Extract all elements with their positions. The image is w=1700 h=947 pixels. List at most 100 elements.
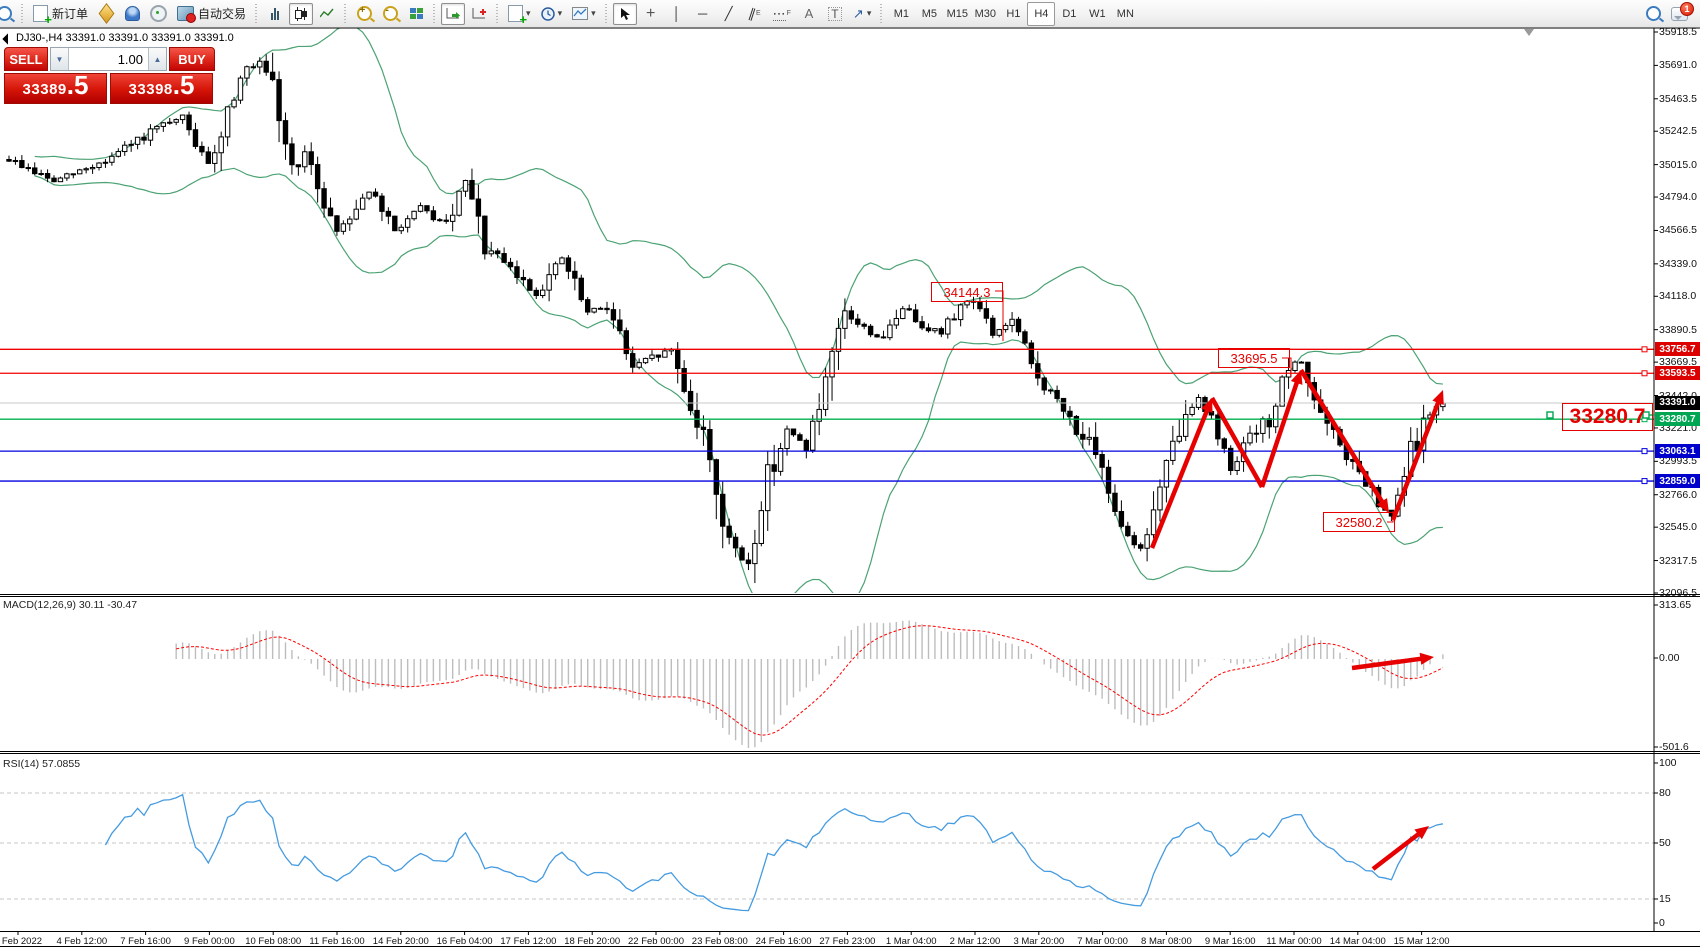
- price-chart-canvas[interactable]: [0, 27, 1700, 947]
- time-tick-label: 2 Mar 12:00: [949, 936, 1001, 947]
- price-tick-label: 32545.0: [1659, 521, 1697, 534]
- arrows-icon: ↗: [852, 6, 864, 21]
- chevron-down-icon: ▾: [866, 8, 872, 18]
- line-chart-icon: [320, 8, 334, 17]
- time-tick-label: 7 Feb 16:00: [120, 936, 171, 947]
- zoom-out-button[interactable]: -: [378, 3, 402, 25]
- horizontal-line-icon: ─: [698, 6, 708, 21]
- price-tick-label: 32317.5: [1659, 554, 1697, 567]
- timeframe-button-H1[interactable]: H1: [1006, 7, 1021, 20]
- fibonacci-tool-button[interactable]: ⋯ F: [772, 5, 791, 21]
- one-click-trading-panel: SELL ▼ 1.00 ▲ BUY 33389 .5 33398 .5: [4, 47, 215, 104]
- timeframe-switcher: M1 M5 M15 M30 H1 H4 D1 W1 MN: [887, 1, 1139, 26]
- new-order-button[interactable]: + 新订单: [29, 3, 92, 26]
- time-tick-label: 7 Mar 00:00: [1077, 936, 1128, 947]
- profile-button[interactable]: [120, 3, 144, 25]
- timeframe-button-M1[interactable]: M1: [893, 7, 909, 20]
- time-tick-label: 4 Feb 2022: [0, 936, 43, 947]
- candlestick-chart-icon: [295, 6, 308, 21]
- buy-button[interactable]: BUY: [169, 47, 215, 71]
- buy-price-frac: .5: [172, 70, 195, 100]
- text-tool-button[interactable]: A: [797, 3, 821, 25]
- buy-price[interactable]: 33398 .5: [110, 70, 213, 104]
- templates-button[interactable]: ▾: [568, 3, 600, 25]
- volume-increase-button[interactable]: ▲: [148, 48, 166, 70]
- new-order-label: 新订单: [52, 7, 89, 21]
- time-tick-label: 10 Feb 08:00: [245, 936, 302, 947]
- crosshair-tool-button[interactable]: +: [639, 3, 663, 25]
- auto-trading-button[interactable]: 自动交易: [173, 3, 250, 25]
- time-tick-label: 11 Mar 00:00: [1266, 936, 1322, 947]
- notifications-button[interactable]: 1: [1667, 1, 1694, 25]
- label-tool-button[interactable]: T: [823, 3, 847, 25]
- arrows-tool-button[interactable]: ↗ ▾: [849, 3, 875, 25]
- volume-decrease-button[interactable]: ▼: [51, 48, 69, 70]
- hline-price-badge: 33756.7: [1655, 342, 1700, 357]
- zoom-in-button[interactable]: +: [352, 3, 376, 25]
- timeframe-button-M5[interactable]: M5: [921, 7, 937, 20]
- trendline-tool-button[interactable]: ╱: [717, 3, 741, 25]
- timeframe-button-D1[interactable]: D1: [1062, 7, 1077, 20]
- toolbar-grip: [878, 3, 886, 24]
- bar-chart-button[interactable]: [263, 3, 287, 25]
- time-tick-label: 16 Feb 04:00: [436, 936, 493, 947]
- auto-scroll-button[interactable]: [441, 2, 466, 25]
- auto-trading-label: 自动交易: [198, 7, 247, 21]
- cursor-tool-button[interactable]: [612, 2, 637, 25]
- sell-price[interactable]: 33389 .5: [4, 72, 107, 104]
- price-tick-label: 35463.5: [1659, 92, 1697, 105]
- sell-button[interactable]: SELL: [4, 47, 48, 71]
- tile-windows-icon: [409, 8, 423, 19]
- channel-tool-button[interactable]: ∥ E: [746, 5, 761, 22]
- zoom-out-icon: -: [382, 5, 398, 21]
- vertical-line-tool-button[interactable]: │: [665, 3, 689, 25]
- chart-shift-marker-icon[interactable]: [1524, 29, 1534, 36]
- signals-button[interactable]: [146, 3, 171, 25]
- price-tick-label: 35691.0: [1659, 59, 1697, 72]
- timeframe-button-W1[interactable]: W1: [1089, 7, 1106, 20]
- time-tick-label: 11 Feb 16:00: [309, 936, 365, 947]
- horizontal-line-tool-button[interactable]: ─: [691, 3, 715, 25]
- toolbar-grip: [602, 3, 610, 24]
- sell-price-int: 33389: [22, 81, 67, 98]
- timeframe-button-H4[interactable]: H4: [1027, 1, 1056, 26]
- indicators-button[interactable]: + ▾: [504, 3, 535, 26]
- time-tick-label: 17 Feb 12:00: [500, 936, 557, 947]
- profile-icon: [124, 6, 140, 21]
- text-icon: A: [804, 6, 814, 21]
- chart-title: DJ30-,H4 33391.0 33391.0 33391.0 33391.0: [16, 32, 234, 44]
- toolbar-grip: [253, 3, 261, 24]
- periods-clock-icon: [540, 6, 555, 21]
- wallet-button[interactable]: [94, 3, 118, 25]
- time-tick-label: 23 Feb 08:00: [691, 936, 748, 947]
- timeframe-button-M15[interactable]: M15: [946, 7, 969, 20]
- candlestick-chart-button[interactable]: [289, 2, 314, 25]
- time-tick-label: 3 Mar 20:00: [1013, 936, 1065, 947]
- chevron-down-icon: ▾: [557, 8, 563, 18]
- time-tick-label: 14 Mar 04:00: [1329, 936, 1386, 947]
- volume-input[interactable]: 1.00: [117, 51, 143, 67]
- price-tick-label: 32766.0: [1659, 488, 1697, 501]
- chart-shift-button[interactable]: [467, 3, 491, 25]
- key-level-big-label[interactable]: 33280.7: [1562, 403, 1653, 431]
- timeframe-button-MN[interactable]: MN: [1116, 7, 1134, 20]
- auto-trading-icon: [177, 6, 197, 23]
- rsi-tick-label: 15: [1659, 893, 1671, 905]
- chart-shift-icon: [472, 7, 487, 18]
- time-tick-label: 24 Feb 16:00: [755, 936, 812, 947]
- fibonacci-icon: ⋯: [772, 5, 786, 21]
- timeframe-button-M30[interactable]: M30: [974, 7, 997, 20]
- price-tick-label: 34566.5: [1659, 224, 1697, 237]
- periods-button[interactable]: ▾: [537, 3, 567, 25]
- tile-windows-button[interactable]: [404, 3, 428, 25]
- price-annotation-label[interactable]: 32580.2: [1323, 512, 1395, 532]
- line-chart-button[interactable]: [315, 3, 339, 25]
- toolbar-grip: [342, 3, 350, 24]
- time-tick-label: 9 Mar 16:00: [1204, 936, 1256, 947]
- price-annotation-label[interactable]: 33695.5: [1218, 348, 1290, 369]
- search-button[interactable]: [1641, 3, 1665, 25]
- price-annotation-label[interactable]: 34144.3: [931, 282, 1003, 303]
- chevron-down-icon: ▾: [526, 8, 531, 18]
- hline-price-badge: 33063.1: [1655, 444, 1700, 459]
